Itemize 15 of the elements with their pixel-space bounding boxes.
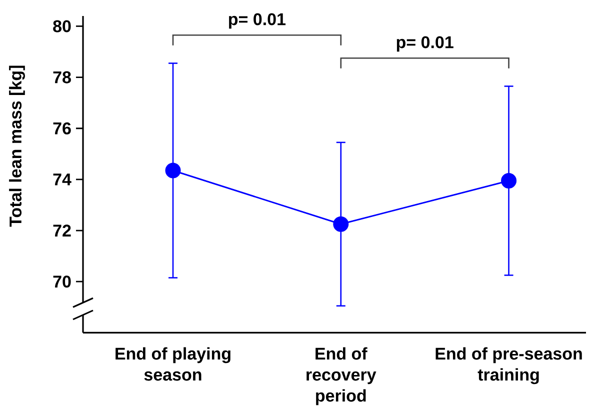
y-tick-label: 78 [53,71,71,84]
x-tick-label: End of pre-season training [436,347,582,384]
x-tick-label: End of playing season [116,347,230,381]
point [501,172,517,188]
point [333,216,349,232]
y-axis-title: Total lean mass [kg] [9,66,25,227]
x-tick-label: End of recovery period [306,347,376,406]
y-tick-label: 72 [53,224,71,236]
annotation: p= 0.01 [228,13,286,29]
y-tick-label: 74 [53,174,72,186]
annotation: p= 0.01 [396,36,454,52]
y-tick-label: 76 [53,122,71,134]
point [165,162,181,178]
y-tick-label: 80 [53,20,71,32]
y-tick-label: 70 [53,276,71,288]
